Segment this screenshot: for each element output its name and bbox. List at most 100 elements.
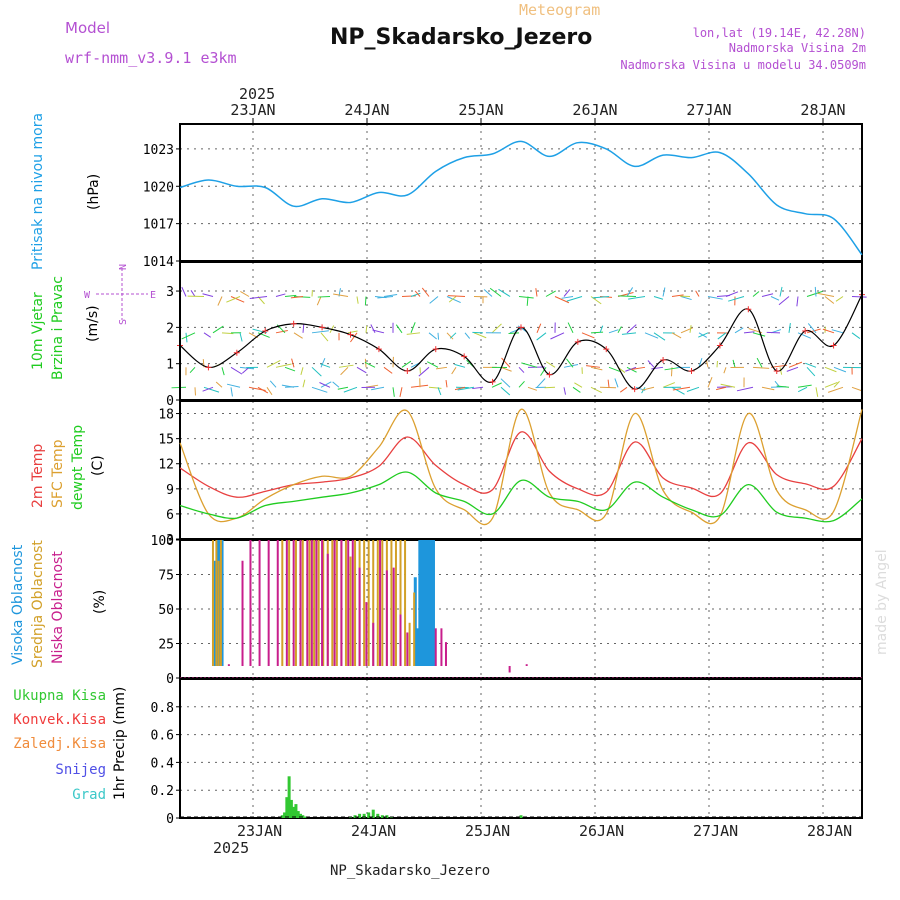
pressure-panel: 1014 1017 1020 1023: [143, 123, 863, 270]
wind-arrow: [377, 296, 394, 299]
wind-arrow: [545, 290, 556, 297]
wind-arrow: [483, 289, 493, 297]
precip-bar: [298, 813, 302, 818]
wind-arrow: [566, 358, 574, 368]
wind-speed-marker: [773, 367, 780, 374]
bottom-day-label: 24JAN: [351, 822, 396, 840]
cloud-panel: 0 25 50 75 100: [151, 534, 863, 687]
wind-arrow: [500, 366, 512, 372]
precip-bar: [358, 813, 362, 818]
wind-arrow: [563, 387, 567, 395]
precipitation-panel: 0 0.2 0.4 0.6 0.8: [151, 678, 863, 827]
wind-arrow: [446, 332, 454, 340]
wind-arrow: [437, 332, 440, 340]
model-name: wrf-nmm_v3.9.1 e3km: [65, 49, 237, 67]
wind-arrow: [563, 364, 579, 368]
top-day-label: 25JAN: [458, 101, 503, 119]
wind-arrow: [337, 386, 349, 390]
panel-frame: [179, 123, 863, 262]
wind-arrow: [779, 286, 783, 297]
altitude-info: Nadmorska Visina 2m: [729, 41, 866, 55]
wind-arrow: [338, 364, 354, 368]
wind-arrow: [410, 322, 416, 334]
temp2m-line: [179, 431, 863, 498]
wind-speed-marker: [461, 353, 468, 360]
top-day-label: 23JAN: [230, 101, 275, 119]
top-day-label: 27JAN: [686, 101, 731, 119]
wind-arrow: [257, 332, 270, 338]
wind-arrow: [185, 332, 188, 343]
precip-legend-snow: Snijeg: [55, 762, 106, 778]
model-label: Model: [65, 19, 110, 37]
wind-arrow: [695, 290, 700, 297]
wind-speed-marker: [631, 386, 638, 393]
wind-arrow: [316, 296, 322, 306]
wind-arrow: [356, 366, 367, 374]
dewpt-line: [179, 471, 863, 523]
precip-bar: [296, 811, 300, 818]
wind-arrow: [831, 329, 844, 334]
wind-arrow: [365, 325, 368, 333]
wind-arrow: [202, 386, 214, 392]
y-tick-label: 100: [151, 534, 174, 549]
wind-arrow: [607, 379, 610, 388]
wind-arrow: [833, 380, 840, 388]
wind-arrow: [284, 294, 297, 297]
wind-arrow: [574, 382, 583, 388]
pressure-unit: (hPa): [86, 174, 102, 210]
wind-arrow: [756, 357, 763, 368]
wind-arrow: [372, 329, 385, 334]
wind-arrow: [824, 296, 835, 304]
wind-speed-marker: [205, 364, 212, 371]
meteogram-label: Meteogram: [519, 1, 600, 19]
wind-arrow: [621, 332, 637, 335]
wind-arrow: [779, 367, 783, 375]
wind-arrow: [239, 332, 243, 342]
wind-arrow: [448, 296, 457, 303]
wind-arrow: [392, 387, 395, 397]
wind-arrow: [202, 293, 214, 297]
wind-arrow: [491, 323, 502, 334]
wind-arrow: [194, 387, 197, 396]
wind-arrow: [835, 296, 844, 302]
wind-arrow: [618, 295, 637, 297]
wind-arrow: [590, 366, 603, 371]
wind-arrow: [815, 387, 819, 397]
y-tick-label: 0.4: [151, 756, 175, 771]
y-tick-label: 25: [158, 638, 174, 653]
bottom-day-label: 25JAN: [465, 822, 510, 840]
panel-frame: [179, 678, 863, 819]
wind-arrow: [725, 291, 739, 297]
wind-arrow: [614, 378, 619, 388]
wind-arrow: [807, 323, 817, 334]
precip-bar: [285, 797, 289, 818]
bottom-day-label: 23JAN: [237, 822, 282, 840]
bottom-day-label: 26JAN: [579, 822, 624, 840]
wind-speed-marker: [830, 342, 837, 349]
wind-speed-marker: [262, 328, 269, 334]
wind-arrow: [472, 386, 484, 390]
wind-speed-marker: [546, 371, 553, 378]
y-tick-label: 1017: [143, 218, 174, 233]
wind-arrow: [567, 322, 574, 334]
precip-bar: [519, 815, 523, 818]
wind-arrow: [500, 378, 511, 388]
wind-ylabel: 10m Vjetar Brzina i Pravac (m/s) W E N S: [30, 264, 156, 380]
wind-arrow: [311, 386, 328, 393]
wind-arrow: [599, 325, 604, 333]
wind-arrow: [619, 386, 628, 393]
y-tick-label: 1: [166, 358, 174, 373]
wind-arrow: [217, 296, 223, 306]
y-tick-label: 12: [158, 458, 174, 473]
wind-arrow: [824, 381, 838, 388]
wind-arrow: [644, 332, 659, 339]
wind-arrow: [599, 386, 617, 389]
wind-speed-marker: [290, 320, 297, 327]
temp2m-title: 2m Temp: [30, 444, 46, 508]
wind-arrow: [332, 381, 340, 388]
wind-arrow: [302, 323, 305, 333]
wind-arrow: [786, 366, 799, 372]
wind-arrow: [290, 296, 304, 299]
wind-arrow: [414, 290, 421, 297]
wind-arrow: [275, 363, 292, 368]
